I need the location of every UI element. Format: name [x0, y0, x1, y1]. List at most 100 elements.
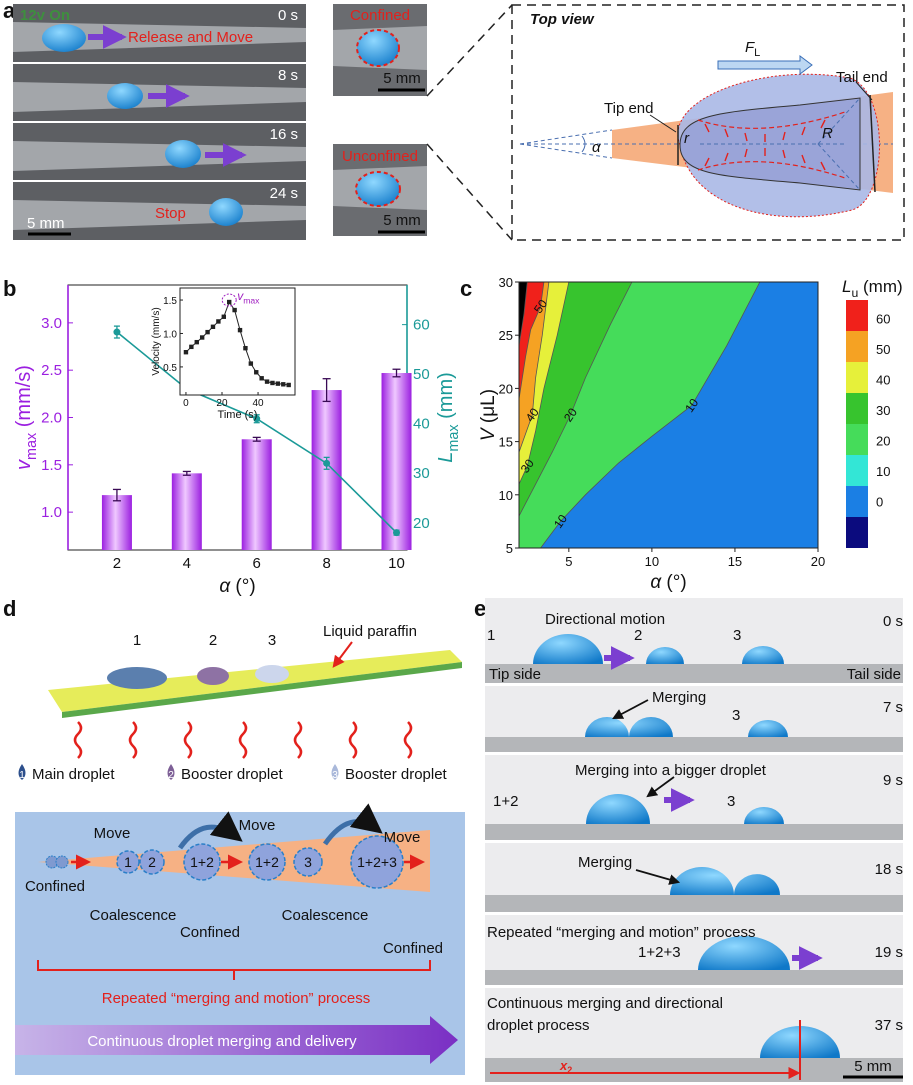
y2-tick-label: 20: [413, 515, 430, 532]
bar: [381, 373, 412, 550]
colorbar-tick-label: 20: [876, 434, 890, 449]
point: [323, 459, 331, 467]
inset-frame: [179, 287, 296, 396]
force-subscript: L: [754, 47, 760, 59]
move-label: Move: [94, 825, 131, 842]
colorbar-swatch: [846, 517, 868, 548]
time-label: 24 s: [270, 185, 298, 202]
point: [253, 415, 261, 423]
contour-level: [519, 282, 545, 548]
droplet-number: 2: [634, 627, 642, 644]
tip-end-label: Tip end: [604, 100, 653, 117]
move-label: Move: [239, 817, 276, 834]
x-tick-label: 20: [811, 554, 825, 569]
point: [210, 324, 216, 329]
unconfined-title: Unconfined: [342, 148, 418, 165]
y2-tick-label: 30: [413, 465, 430, 482]
x-tick-label: 10: [645, 554, 659, 569]
panel-label: b: [3, 276, 16, 301]
contour-line: [519, 282, 528, 346]
label-unit: (μL): [478, 389, 499, 428]
point: [281, 382, 286, 387]
point: [232, 307, 237, 313]
time-label: 8 s: [278, 67, 298, 84]
frame-caption: droplet process: [487, 1017, 590, 1034]
time-label: 0 s: [278, 7, 298, 24]
colorbar-swatch: [846, 300, 868, 331]
frame-time: 7 s: [883, 699, 903, 716]
radius-label: R: [822, 125, 833, 142]
frame-time: 18 s: [875, 861, 903, 878]
droplet-id: 3: [304, 854, 312, 870]
legend-number: 2: [168, 770, 174, 781]
label-unit: (°): [661, 572, 687, 593]
peak-marker: [221, 293, 237, 307]
point: [393, 529, 401, 537]
y-axis-label: Velocity (mm/s): [151, 307, 162, 375]
y2-tick-label: 60: [413, 317, 430, 334]
droplet-number: 3: [268, 632, 276, 649]
point: [264, 379, 270, 384]
colorbar-tick-label: 0: [876, 495, 883, 510]
y-tick-label: 2.0: [41, 410, 62, 427]
droplet-id: 1+2+3: [357, 854, 397, 870]
droplet-number: 1+2+3: [638, 944, 681, 961]
bar: [101, 495, 132, 550]
contour-plot: [519, 282, 818, 548]
y-tick-label: 0.5: [163, 363, 177, 374]
y-tick-label: 10: [499, 488, 513, 503]
panel-label: a: [3, 0, 16, 23]
scale-bar-label: 5 mm: [383, 212, 421, 229]
frame-time: 19 s: [875, 944, 903, 961]
label-symbol: V: [478, 426, 499, 441]
droplet-number: 2: [209, 632, 217, 649]
substrate-diagram: [18, 641, 462, 780]
colorbar-swatch: [846, 455, 868, 486]
y-tick-label: 1.5: [41, 457, 62, 474]
legend-number: 3: [332, 770, 338, 781]
contour-line: [540, 282, 761, 548]
y-tick-label: 1.0: [163, 329, 177, 340]
colorbar-swatch: [846, 393, 868, 424]
panel-label: e: [474, 596, 486, 621]
point: [254, 370, 259, 375]
legend-text: Booster droplet: [345, 766, 448, 783]
legend-number: 1: [19, 770, 25, 781]
move-label: Move: [384, 829, 421, 846]
top-view-title: Top view: [530, 11, 595, 28]
frame-caption: Directional motion: [545, 611, 665, 628]
scale-bar-label: 5 mm: [854, 1058, 892, 1075]
label-symbol: v: [13, 459, 35, 470]
x-tick-label: 20: [216, 398, 228, 409]
state-label: Confined: [180, 924, 240, 941]
droplet-number: 1+2: [493, 793, 518, 810]
y-tick-label: 30: [499, 275, 513, 290]
label-symbol: α: [219, 576, 231, 597]
point: [205, 329, 210, 335]
y-tick-label: 25: [499, 328, 513, 343]
point: [248, 361, 254, 366]
scale-bar-label: 5 mm: [27, 215, 65, 232]
point: [199, 335, 205, 340]
x-axis-label: α (°): [219, 576, 255, 597]
contour-region: [519, 282, 528, 548]
panel-label: d: [3, 596, 16, 621]
frame-time: 0 s: [883, 613, 903, 630]
point: [243, 345, 248, 351]
time-label: 16 s: [270, 126, 298, 143]
point: [275, 381, 281, 386]
state-label: Confined: [383, 940, 443, 957]
x-tick-label: 40: [252, 398, 264, 409]
force-label: FL: [745, 39, 760, 59]
bracket-label: Repeated “merging and motion” process: [102, 990, 370, 1007]
panel-label: c: [460, 276, 472, 301]
label-unit: (°): [230, 576, 256, 597]
frame-time: 37 s: [875, 1017, 903, 1034]
y-tick-label: 15: [499, 435, 513, 450]
tail-side-label: Tail side: [847, 666, 901, 683]
y-tick-label: 1.0: [41, 504, 62, 521]
state-label: Coalescence: [90, 907, 177, 924]
x-tick-label: 15: [728, 554, 742, 569]
point: [113, 328, 121, 336]
